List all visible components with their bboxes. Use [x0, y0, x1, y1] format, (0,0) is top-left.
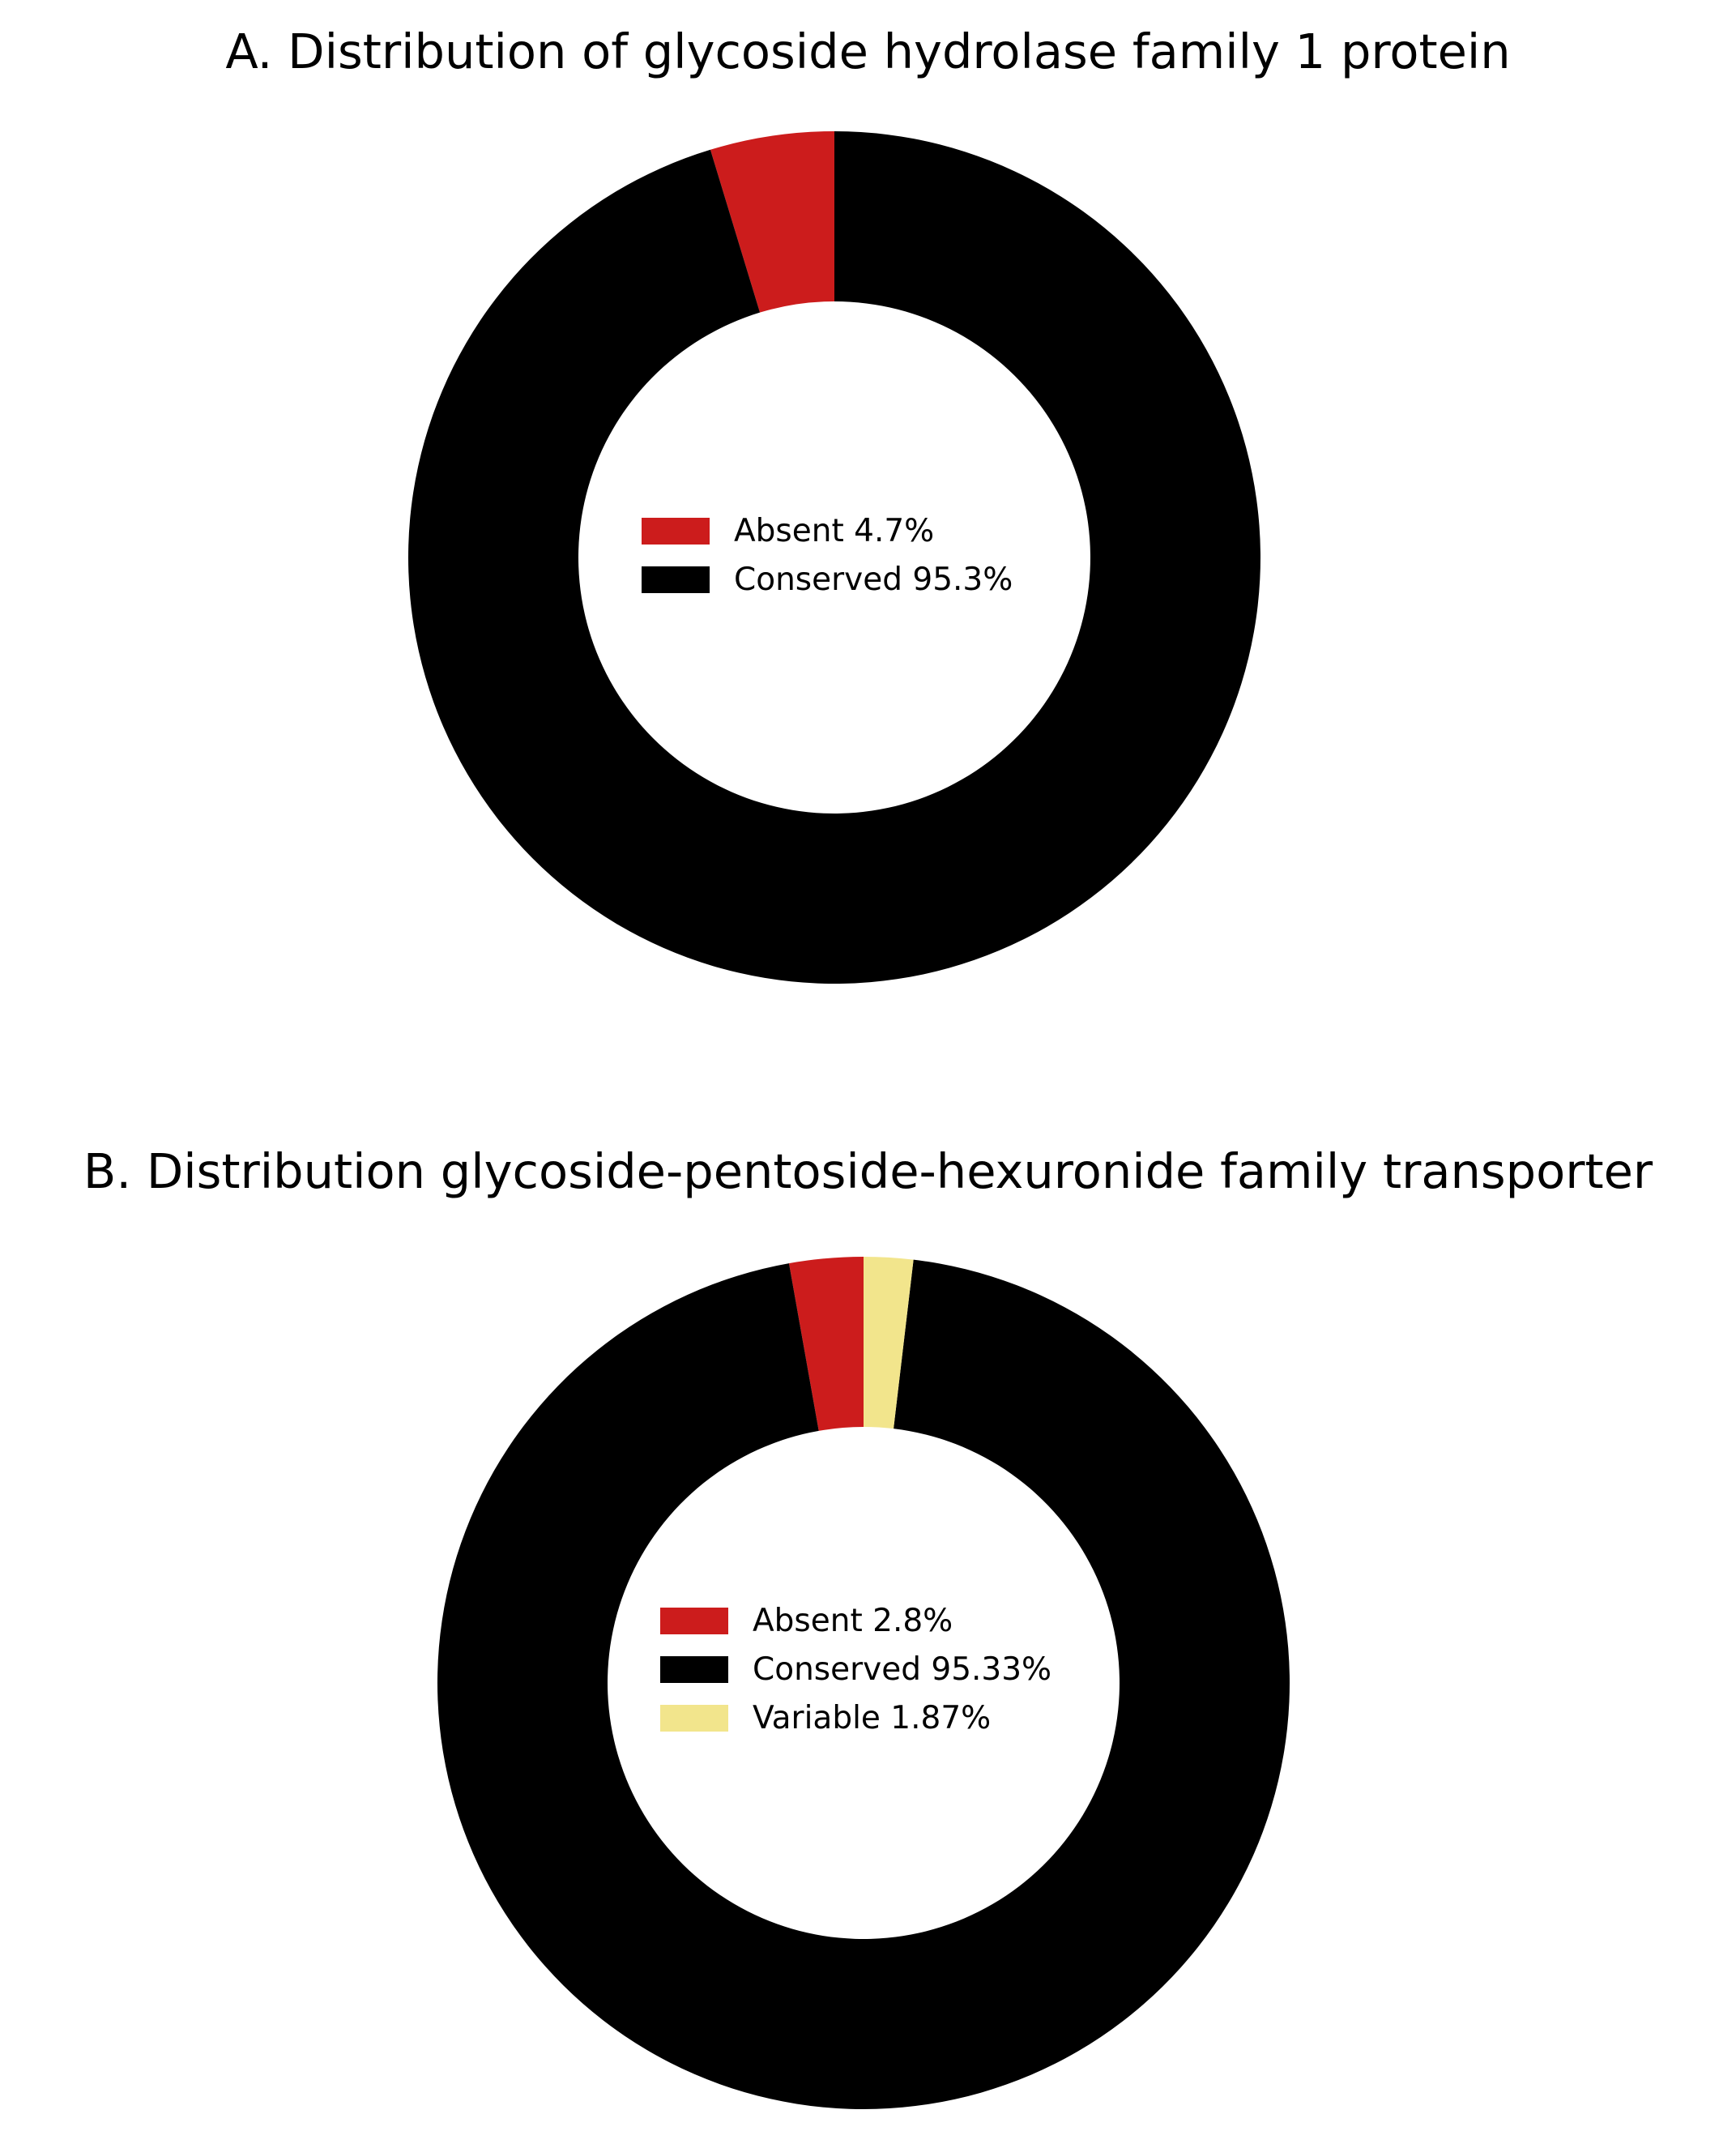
chart-panel-a: A. Distribution of glycoside hydrolase f…	[0, 0, 1736, 1070]
legend-item-conserved: Conserved 95.33%	[660, 1645, 1051, 1693]
legend-swatch-absent	[660, 1607, 728, 1634]
legend-label-conserved: Conserved 95.3%	[734, 561, 1013, 598]
legend-item-absent: Absent 2.8%	[660, 1596, 1051, 1645]
legend-swatch-variable	[660, 1704, 728, 1732]
chart-title-a: A. Distribution of glycoside hydrolase f…	[225, 23, 1511, 79]
donut-slice-conserved	[437, 1259, 1290, 2109]
legend-label-absent: Absent 4.7%	[734, 512, 935, 549]
legend-label-absent: Absent 2.8%	[753, 1602, 953, 1639]
chart-panel-b: B. Distribution glycoside-pentoside-hexu…	[0, 1070, 1736, 2144]
legend-a: Absent 4.7% Conserved 95.3%	[642, 506, 1013, 604]
donut-slice-absent	[710, 131, 834, 313]
legend-label-conserved: Conserved 95.33%	[753, 1651, 1052, 1688]
donut-chart-b	[437, 1257, 1290, 2109]
legend-swatch-conserved	[642, 566, 710, 593]
donut-slice-conserved	[407, 131, 1261, 984]
legend-swatch-absent	[642, 517, 710, 545]
donut-slice-absent	[788, 1257, 864, 1431]
legend-swatch-conserved	[660, 1655, 728, 1683]
legend-label-variable: Variable 1.87%	[753, 1699, 992, 1736]
legend-b: Absent 2.8% Conserved 95.33% Variable 1.…	[660, 1596, 1051, 1742]
donut-slice-variable	[864, 1257, 914, 1429]
legend-item-variable: Variable 1.87%	[660, 1693, 1051, 1742]
legend-item-conserved: Conserved 95.3%	[642, 555, 1013, 604]
legend-item-absent: Absent 4.7%	[642, 506, 1013, 555]
donut-chart-a	[407, 131, 1261, 984]
chart-title-b: B. Distribution glycoside-pentoside-hexu…	[83, 1143, 1653, 1199]
